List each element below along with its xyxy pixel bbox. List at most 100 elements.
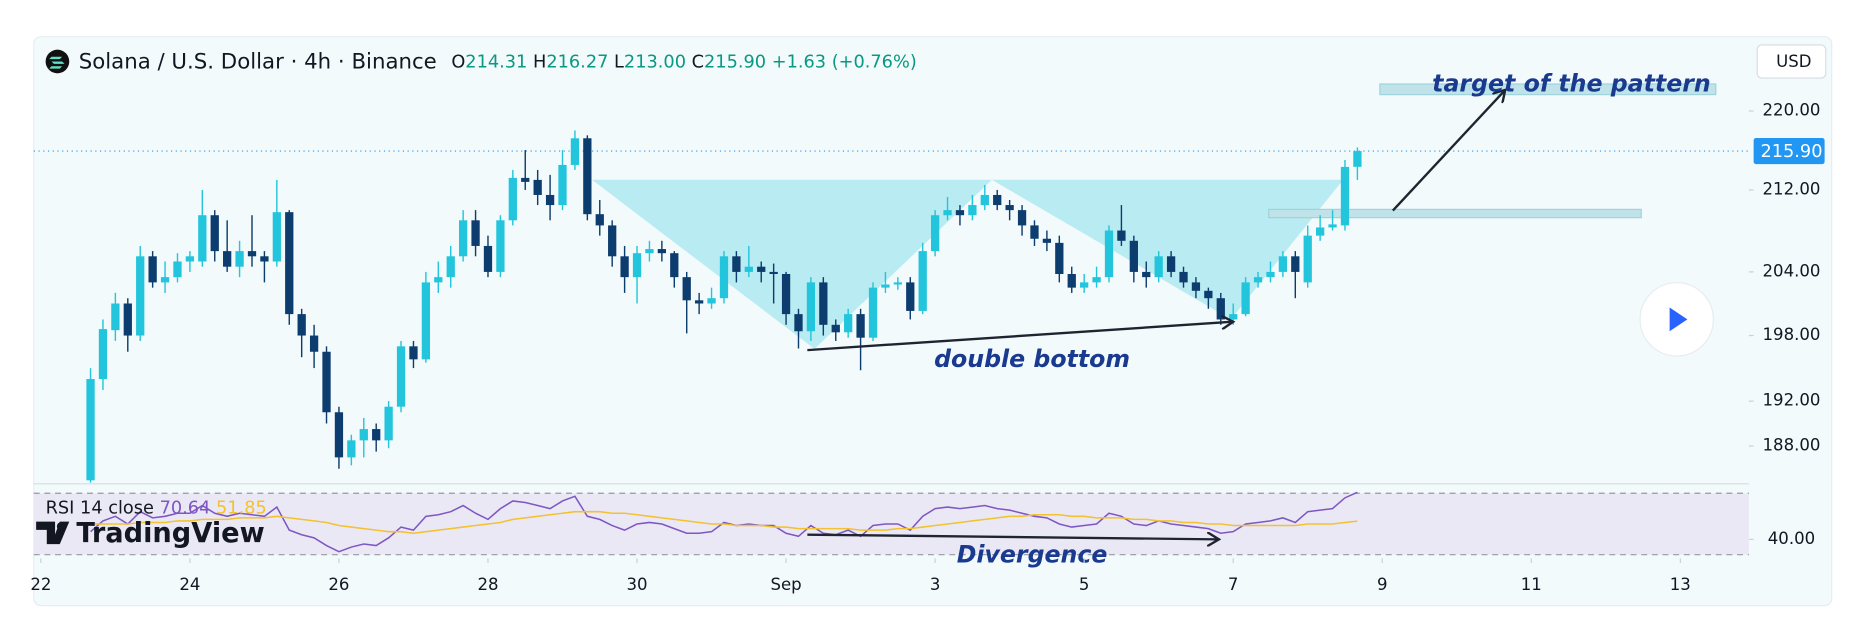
candle-body [918, 251, 927, 311]
rsi-legend-item: 70.64 [160, 499, 211, 519]
candle-body [86, 379, 95, 481]
candle-body [608, 225, 617, 257]
rsi-line [90, 491, 1358, 553]
candle-body [744, 266, 753, 272]
candle-body [1030, 225, 1039, 239]
candle-body [322, 351, 331, 413]
candle-body [1042, 238, 1052, 243]
symbol-icon-glyph [49, 56, 65, 69]
candle-body [1353, 151, 1362, 167]
x-tick-label: Sep [770, 575, 801, 594]
candle-body [434, 277, 443, 283]
candle-body [844, 314, 853, 333]
logo-icon [56, 522, 66, 531]
candle-body [1166, 256, 1176, 272]
candle-body [247, 251, 257, 257]
x-tick-label: 30 [626, 575, 647, 594]
candle-body [272, 212, 281, 262]
candle-body [421, 282, 431, 360]
last-price-label: 215.90 [1760, 142, 1822, 162]
candle-body [1179, 271, 1188, 283]
candle-body [123, 303, 132, 336]
x-tick-label: 22 [30, 575, 51, 594]
candle-body [595, 214, 604, 226]
ohlc-value: 216.27 [546, 53, 608, 73]
candle-body [806, 282, 816, 332]
currency-label[interactable]: USD [1776, 52, 1811, 71]
pattern-shade [592, 179, 1344, 349]
x-tick-label: 24 [179, 575, 200, 594]
candle-body [198, 215, 207, 262]
annotation: double bottom [934, 345, 1130, 373]
candle-body [210, 215, 219, 252]
candle-body [583, 138, 592, 215]
candle-body [645, 249, 654, 254]
candle-body [558, 164, 567, 206]
candle-body [545, 194, 555, 206]
candle-body [893, 282, 902, 285]
candle-body [930, 215, 940, 252]
candle-body [185, 256, 195, 262]
rsi-legend-item: RSI 14 close [46, 499, 154, 519]
candle-body [1055, 242, 1064, 275]
x-tick-label: 9 [1377, 575, 1388, 594]
x-tick-label: 3 [930, 575, 941, 594]
candle-body [483, 245, 493, 272]
candle-body [136, 256, 145, 336]
currency-button[interactable] [1756, 44, 1827, 79]
ohlc-key: O [451, 53, 465, 73]
candle-body [1253, 277, 1263, 283]
candle-body [657, 249, 667, 254]
y-tick-label: 220.00 [1763, 100, 1821, 119]
candle-body [794, 314, 803, 332]
candle-body [694, 300, 704, 304]
candle-body [160, 277, 170, 283]
candle-body [732, 256, 741, 272]
candle-body [781, 274, 791, 315]
candle-body [111, 303, 120, 331]
candle-body [1241, 282, 1250, 315]
candle-body [968, 205, 977, 216]
candle-body [1266, 271, 1275, 278]
ohlc: O214.31 H216.27 L213.00 C215.90 +1.63 (+… [451, 53, 916, 73]
y-tick-label: 188.00 [1763, 436, 1821, 455]
target-zone [1379, 83, 1717, 96]
candle-body [955, 210, 965, 216]
candle-body [223, 251, 232, 267]
candle-body [359, 429, 368, 441]
y-tick-label: 212.00 [1763, 179, 1821, 198]
candle-body [1142, 271, 1151, 278]
candle-body [1291, 256, 1300, 272]
change: +1.63 (+0.76%) [772, 53, 917, 73]
candle-body [459, 220, 468, 257]
play-icon[interactable] [1669, 307, 1688, 332]
candle-body [1229, 314, 1238, 320]
candle-body [1129, 240, 1138, 272]
candle-body [819, 282, 828, 325]
candle-body [1191, 282, 1201, 291]
candle-body [881, 284, 890, 288]
candle-body [1278, 256, 1288, 272]
candle-body [372, 429, 381, 441]
candle-body [719, 256, 729, 299]
rsi-legend-item: 51.85 [216, 499, 267, 519]
y-tick-label: 198.00 [1763, 325, 1821, 344]
candle-body [235, 251, 244, 267]
neckline-zone [1268, 208, 1642, 219]
candle-body [831, 324, 840, 333]
candle-body [384, 406, 393, 441]
ohlc-key: H [533, 53, 546, 73]
candle-body [769, 271, 778, 275]
ohlc-value: 214.31 [465, 53, 527, 73]
candle-body [570, 138, 580, 165]
logo-text: TradingView [76, 518, 264, 549]
candle-body [682, 277, 691, 301]
candle-body [1303, 235, 1312, 283]
annotation: target of the pattern [1432, 70, 1711, 98]
candle-body [1080, 282, 1089, 288]
annotation: Divergence [957, 540, 1108, 568]
y-tick-label: 204.00 [1763, 261, 1821, 280]
ohlc-value: 215.90 [704, 53, 766, 73]
candle-body [471, 220, 480, 246]
